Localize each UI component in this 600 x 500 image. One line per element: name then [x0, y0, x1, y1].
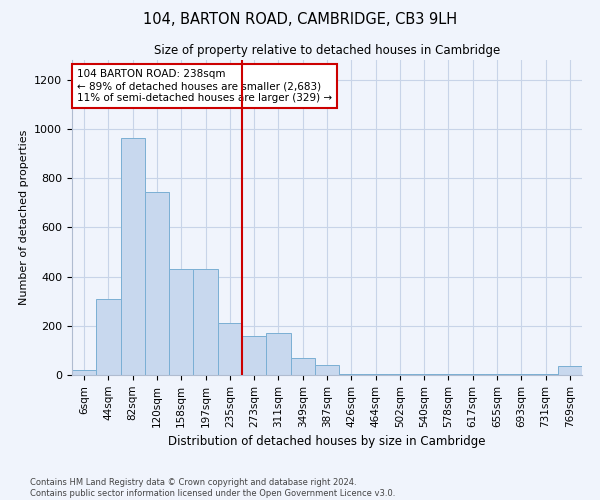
X-axis label: Distribution of detached houses by size in Cambridge: Distribution of detached houses by size …: [168, 435, 486, 448]
Bar: [218, 324, 242, 375]
Bar: [558, 366, 582, 375]
Bar: [339, 374, 364, 375]
Bar: [364, 374, 388, 375]
Bar: [121, 138, 145, 375]
Bar: [145, 192, 169, 375]
Bar: [193, 269, 218, 375]
Text: 104, BARTON ROAD, CAMBRIDGE, CB3 9LH: 104, BARTON ROAD, CAMBRIDGE, CB3 9LH: [143, 12, 457, 28]
Title: Size of property relative to detached houses in Cambridge: Size of property relative to detached ho…: [154, 44, 500, 58]
Bar: [388, 374, 412, 375]
Bar: [315, 365, 339, 375]
Bar: [436, 374, 461, 375]
Bar: [533, 374, 558, 375]
Bar: [72, 370, 96, 375]
Bar: [461, 374, 485, 375]
Bar: [485, 374, 509, 375]
Y-axis label: Number of detached properties: Number of detached properties: [19, 130, 29, 305]
Bar: [509, 374, 533, 375]
Bar: [96, 298, 121, 375]
Bar: [242, 336, 266, 375]
Text: 104 BARTON ROAD: 238sqm
← 89% of detached houses are smaller (2,683)
11% of semi: 104 BARTON ROAD: 238sqm ← 89% of detache…: [77, 70, 332, 102]
Bar: [169, 269, 193, 375]
Bar: [266, 333, 290, 375]
Bar: [290, 358, 315, 375]
Text: Contains HM Land Registry data © Crown copyright and database right 2024.
Contai: Contains HM Land Registry data © Crown c…: [30, 478, 395, 498]
Bar: [412, 374, 436, 375]
